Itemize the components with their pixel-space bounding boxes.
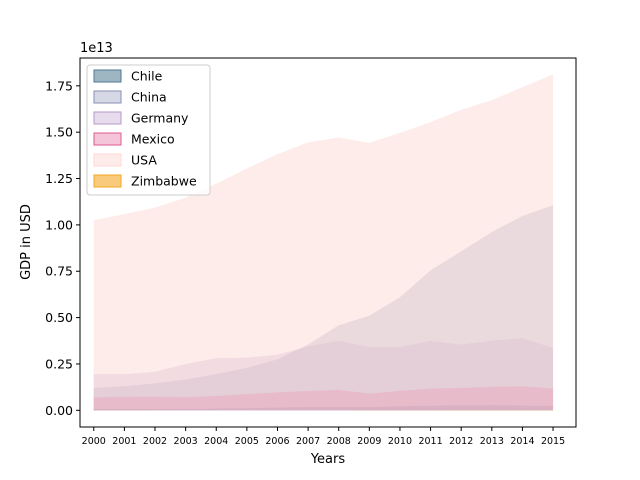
y-axis-ticks: 0.00 0.25 0.50 0.75 1.00 1.25 1.50 1.75 (45, 78, 80, 418)
y-tick-label: 0.00 (45, 403, 73, 418)
legend-label-zimbabwe: Zimbabwe (131, 174, 197, 189)
legend: Chile China Germany Mexico USA Zimbabwe (86, 64, 211, 196)
x-tick-label: 2007 (296, 436, 320, 447)
y-tick-label: 0.50 (45, 310, 73, 325)
x-tick-label: 2013 (480, 436, 504, 447)
legend-swatch-chile (93, 69, 122, 83)
legend-swatch-zimbabwe (93, 174, 122, 188)
legend-label-china: China (131, 90, 167, 105)
x-tick-label: 2005 (235, 436, 259, 447)
legend-swatch-china (93, 90, 122, 104)
legend-label-usa: USA (131, 153, 157, 168)
legend-label-mexico: Mexico (131, 132, 175, 147)
x-tick-label: 2003 (174, 436, 198, 447)
legend-swatch-mexico (93, 132, 122, 146)
y-tick-label: 0.75 (45, 264, 73, 279)
y-tick-label: 1.50 (45, 125, 73, 140)
series-areas (93, 74, 554, 411)
legend-swatch-usa (93, 153, 122, 167)
x-tick-label: 2008 (327, 436, 351, 447)
x-tick-label: 2009 (357, 436, 381, 447)
y-offset-text: 1e13 (80, 41, 113, 56)
x-tick-label: 2002 (143, 436, 167, 447)
plot-frame (79, 57, 577, 428)
legend-swatch-germany (93, 111, 122, 125)
y-tick-label: 1.00 (45, 217, 73, 232)
legend-label-germany: Germany (131, 111, 189, 126)
x-tick-label: 2015 (541, 436, 565, 447)
y-tick-label: 0.25 (45, 356, 73, 371)
x-tick-label: 2010 (388, 436, 412, 447)
x-tick-label: 2006 (265, 436, 289, 447)
x-axis-label: Years (310, 452, 346, 467)
x-tick-label: 2000 (82, 436, 106, 447)
x-tick-label: 2014 (510, 436, 534, 447)
area-usa (93, 74, 554, 411)
x-axis-ticks: 2000 2001 2002 2003 2004 2005 2006 2007 2008 2009… (82, 427, 565, 447)
x-tick-label: 2012 (449, 436, 473, 447)
y-tick-label: 1.25 (45, 171, 73, 186)
x-tick-label: 2001 (112, 436, 136, 447)
x-tick-label: 2011 (418, 436, 442, 447)
x-tick-label: 2004 (204, 436, 228, 447)
y-tick-label: 1.75 (45, 78, 73, 93)
legend-label-chile: Chile (131, 69, 163, 84)
y-axis-label: GDP in USD (19, 204, 34, 280)
